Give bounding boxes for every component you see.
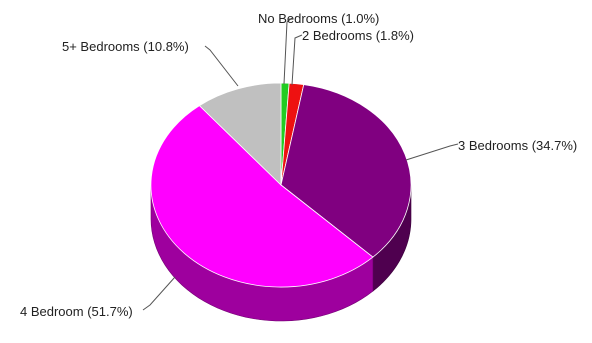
label-3-bedrooms: 3 Bedrooms (34.7%) — [458, 138, 577, 153]
pie-slice-5-bedrooms — [198, 82, 282, 186]
leader-lines — [142, 17, 459, 311]
label-2-bedrooms: 2 Bedrooms (1.8%) — [302, 28, 414, 43]
leader-line-no-bedrooms — [283, 17, 293, 85]
leader-line-4-bedroom — [142, 276, 176, 311]
slice-labels: No Bedrooms (1.0%) 2 Bedrooms (1.8%) 3 B… — [20, 11, 577, 319]
leader-line-3-bedrooms — [405, 143, 459, 161]
pie-slice-4-bedroom — [150, 105, 374, 288]
label-no-bedrooms: No Bedrooms (1.0%) — [258, 11, 379, 26]
pie-top-layer — [150, 82, 412, 288]
pie-slice-3-bedrooms — [280, 84, 412, 258]
leader-line-2-bedrooms — [291, 34, 303, 86]
leader-line-5-bedrooms — [204, 45, 239, 87]
label-4-bedroom: 4 Bedroom (51.7%) — [20, 304, 133, 319]
label-5-bedrooms: 5+ Bedrooms (10.8%) — [62, 39, 189, 54]
